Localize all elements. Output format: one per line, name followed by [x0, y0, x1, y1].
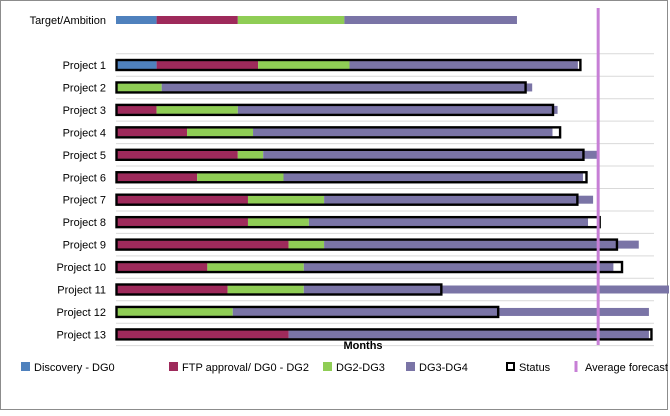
category-label: Project 2 [63, 82, 106, 94]
bar-segment [156, 105, 238, 114]
category-label: Project 4 [63, 127, 106, 139]
bar-segment [156, 61, 259, 69]
legend-label: Status [519, 362, 551, 374]
bar-segment [116, 240, 289, 249]
category-label: Project 8 [63, 217, 106, 229]
status-outline [115, 305, 500, 319]
status-outline [115, 171, 588, 184]
category-label: Target/Ambition [30, 15, 106, 27]
status-outline [115, 126, 562, 139]
bar-segment [283, 173, 583, 182]
bar-segment [116, 150, 238, 159]
status-outline [115, 58, 582, 72]
bar-segment [247, 195, 325, 204]
legend-label: DG3-DG4 [419, 362, 468, 374]
bar-segment [116, 128, 188, 137]
category-label: Project 12 [56, 307, 106, 319]
bar-segment [258, 61, 350, 69]
bar-segment [197, 173, 284, 182]
status-outline [115, 148, 585, 162]
bar-segment [288, 330, 649, 339]
bar-segment [156, 16, 238, 24]
category-label: Project 9 [63, 240, 106, 252]
status-outline [115, 260, 624, 274]
status-outline [115, 328, 653, 341]
bar-segment [116, 173, 198, 182]
legend-label: Discovery - DG0 [34, 362, 115, 374]
x-axis-label: Months [343, 340, 382, 352]
bar-segment [247, 218, 309, 227]
category-label: Project 10 [56, 262, 106, 274]
bar-segment [116, 263, 208, 272]
bar-segment [161, 83, 533, 92]
bar-segment [116, 83, 162, 92]
bar-segment [116, 218, 248, 227]
bar-segment [187, 128, 254, 137]
bar-segment [237, 16, 345, 24]
status-outline [115, 238, 619, 251]
bar-segment [227, 285, 304, 294]
category-label: Project 5 [63, 150, 106, 162]
bar-segment [324, 195, 594, 204]
category-label: Project 6 [63, 172, 106, 184]
category-label: Project 3 [63, 105, 106, 117]
bar-segment [116, 285, 228, 294]
bar-segment [116, 330, 289, 339]
category-label: Project 7 [63, 195, 106, 207]
bar-segment [116, 195, 248, 204]
bar-segment [324, 240, 639, 249]
bar-segment [253, 128, 553, 137]
bar-segment [308, 218, 589, 227]
legend-label: Average forecast [585, 362, 668, 374]
status-outline [115, 283, 443, 296]
bar-segment [116, 105, 157, 114]
status-outline [115, 81, 527, 94]
bar-segment [344, 16, 517, 24]
category-label: Project 1 [63, 60, 106, 72]
bar-segment [303, 263, 614, 272]
bar-segment [116, 307, 233, 316]
status-outline [115, 103, 555, 117]
bar-segment [207, 263, 304, 272]
legend-swatch [506, 362, 515, 371]
legend-swatch [21, 362, 30, 371]
bar-segment [237, 150, 264, 159]
bar-segment [232, 307, 649, 316]
category-label: Project 11 [57, 285, 106, 297]
bar-segment [237, 105, 558, 114]
legend-swatch [323, 362, 332, 371]
legend-label: DG2-DG3 [336, 362, 385, 374]
bar-segment [116, 16, 157, 24]
bar-segment [349, 61, 578, 69]
bar-segment [263, 150, 599, 159]
bar-segment [303, 285, 670, 294]
legend: Discovery - DG0 FTP approval/ DG0 - DG2 DG… [21, 361, 668, 374]
bar-segment [116, 61, 157, 69]
legend-label: FTP approval/ DG0 - DG2 [182, 362, 309, 374]
status-outline [115, 215, 601, 229]
bar-segment [288, 240, 325, 249]
status-outline [115, 193, 579, 206]
category-label: Project 13 [56, 329, 106, 341]
legend-swatch [169, 362, 178, 371]
legend-swatch [406, 362, 415, 371]
